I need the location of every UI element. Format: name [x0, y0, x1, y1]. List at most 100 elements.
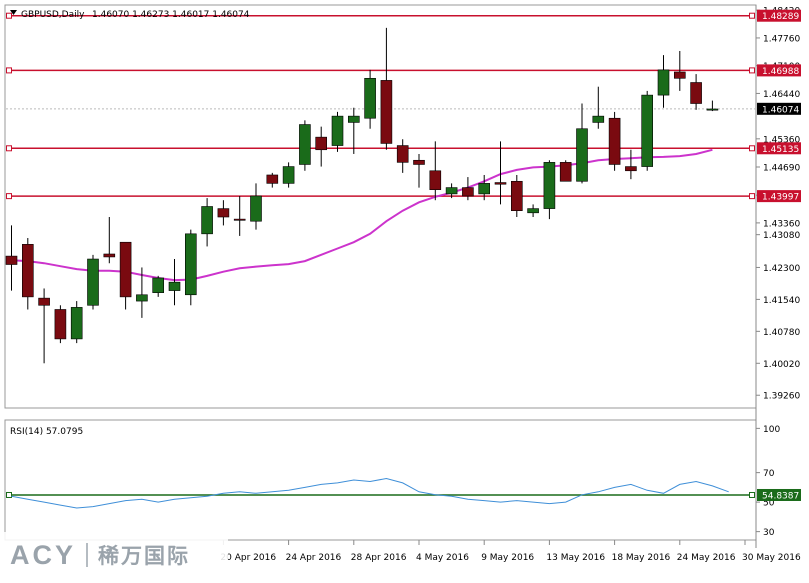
- candle: [282, 162, 295, 188]
- time-axis-label: 24 Apr 2016: [286, 553, 342, 563]
- candle: [608, 111, 621, 171]
- level-right-handle[interactable]: [749, 67, 755, 74]
- candle-body: [70, 307, 83, 340]
- price-axis-label: 1.42300: [763, 264, 800, 274]
- rsi-level-left-handle[interactable]: [6, 491, 12, 498]
- candle: [462, 177, 474, 201]
- candle: [21, 238, 34, 310]
- candle-body: [396, 145, 409, 163]
- candle: [299, 120, 311, 171]
- level-price-badge: [757, 9, 801, 22]
- level-left-handle[interactable]: [6, 145, 12, 152]
- logo-acy: ACY: [10, 539, 77, 570]
- candle: [331, 111, 344, 152]
- candle: [266, 172, 279, 188]
- candle: [510, 174, 523, 218]
- level-left-handle[interactable]: [6, 67, 12, 74]
- candle: [364, 69, 376, 129]
- broker-logo: ACY 稀万国际: [0, 532, 228, 578]
- candle: [673, 50, 686, 91]
- logo-chinese: 稀万国际: [98, 544, 191, 568]
- candle: [576, 103, 588, 184]
- candle: [70, 301, 83, 344]
- candle: [478, 174, 491, 201]
- price-axis-label: 1.44690: [763, 163, 800, 173]
- candle-body: [168, 281, 181, 291]
- price-axis-label: 1.43080: [763, 231, 800, 241]
- rsi-level-badge: [757, 488, 801, 501]
- rsi-line: [11, 477, 729, 509]
- candle: [429, 141, 442, 201]
- candle: [625, 149, 637, 180]
- logo-separator: [86, 543, 89, 567]
- candle-body: [690, 82, 702, 104]
- candle: [201, 198, 213, 247]
- time-axis-label: 4 May 2016: [416, 553, 469, 563]
- candle: [413, 153, 425, 188]
- time-axis-label: 30 May 2016: [742, 553, 801, 563]
- candle: [38, 288, 50, 364]
- main-plot-frame: [4, 4, 757, 409]
- candle-body: [706, 108, 719, 111]
- candle-body: [282, 166, 295, 184]
- time-axis-label: 28 Apr 2016: [351, 553, 407, 563]
- candle: [217, 200, 230, 226]
- candle-body: [347, 115, 360, 123]
- rsi-level-label: 54.8387: [762, 491, 799, 501]
- candle: [103, 217, 116, 264]
- level-right-handle[interactable]: [749, 145, 755, 152]
- collapse-triangle-icon[interactable]: [10, 10, 17, 15]
- candle-body: [364, 77, 376, 119]
- candle: [543, 160, 556, 220]
- level-right-handle[interactable]: [749, 193, 755, 200]
- ohlc-readout: 1.46070 1.46273 1.46017 1.46074: [92, 10, 250, 20]
- level-price-label: 1.48289: [762, 12, 799, 22]
- rsi-axis-label: 100: [763, 425, 780, 435]
- level-right-handle[interactable]: [749, 12, 755, 19]
- candle: [657, 55, 670, 108]
- level-price-badge: [757, 64, 801, 77]
- candle-body: [21, 244, 34, 298]
- candle: [168, 259, 181, 306]
- level-price-label: 1.46988: [762, 67, 799, 77]
- candle-body: [576, 128, 588, 182]
- level-left-handle[interactable]: [6, 12, 12, 19]
- candle-body: [559, 162, 572, 182]
- candle-body: [152, 277, 164, 293]
- candle: [559, 160, 572, 182]
- candle: [87, 254, 99, 310]
- candle-body: [527, 208, 539, 214]
- candle: [250, 183, 262, 230]
- candle-body: [494, 182, 507, 185]
- candle-body: [478, 183, 491, 195]
- candle-body: [299, 124, 311, 165]
- candle: [136, 267, 148, 318]
- price-axis-label: 1.40780: [763, 328, 800, 338]
- rsi-level-right-handle[interactable]: [749, 491, 755, 498]
- candle-body: [462, 187, 474, 197]
- price-axis-label: 1.39260: [763, 392, 800, 402]
- candle-body: [625, 166, 637, 172]
- candle: [445, 183, 458, 199]
- candle-body: [429, 170, 442, 190]
- rsi-axis-label: 30: [763, 528, 775, 538]
- candle-body: [510, 180, 523, 212]
- candle-body: [217, 208, 230, 218]
- candle-body: [608, 117, 621, 165]
- candle-body: [331, 115, 344, 146]
- chart-symbol-label: GBPUSD,Daily: [21, 10, 85, 20]
- price-axis-label: 1.41540: [763, 296, 800, 306]
- candle-body: [380, 80, 393, 144]
- candle-body: [5, 255, 18, 265]
- time-axis-label: 24 May 2016: [677, 553, 736, 563]
- candle-body: [233, 218, 246, 221]
- candle: [527, 204, 539, 218]
- current-price-badge: [757, 102, 801, 115]
- rsi-header: RSI(14) 57.0795: [10, 427, 83, 437]
- level-left-handle[interactable]: [6, 193, 12, 200]
- candle: [347, 107, 360, 154]
- candle-body: [87, 258, 99, 306]
- rsi-axis-label: 50: [763, 499, 775, 509]
